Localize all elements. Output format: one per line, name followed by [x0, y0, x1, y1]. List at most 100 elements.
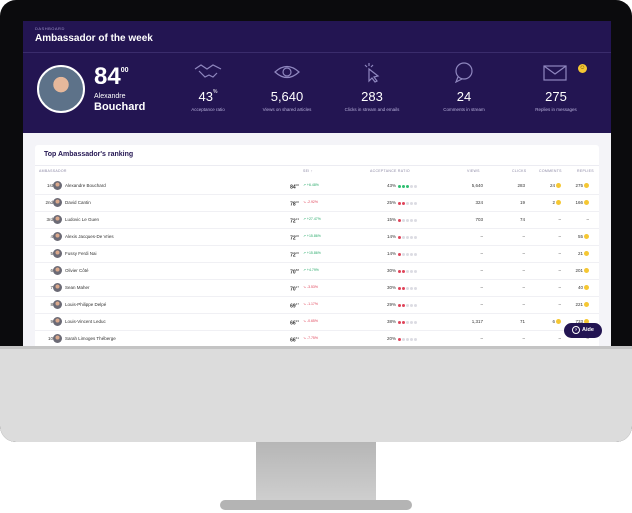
ratio-dot [414, 202, 417, 205]
stat-label: Replies in messages [535, 107, 577, 112]
table-row[interactable]: 8 Louis-Philippe Delpé 6947 ↘ -1.17% 29% – – – 2… [35, 297, 599, 314]
table-row[interactable]: 9 Louis-Vincent Leduc 6693 ↘ -0.65% 38% 1,317… [35, 314, 599, 331]
column-ambassador[interactable]: AMBASSADOR [39, 169, 67, 173]
ratio-dot [402, 253, 405, 256]
ratio-dot [414, 304, 417, 307]
row-name[interactable]: Sean Maher [65, 285, 90, 290]
table-row[interactable]: 4 Alexis Jacques-De Vries 7206 ↗ +15.86% 14%… [35, 229, 599, 246]
row-name[interactable]: Alexis Jacques-De Vries [65, 234, 114, 239]
table-row[interactable]: 1st Alexandre Bouchard 8400 ↗ +6.48% 43% 5,64… [35, 178, 599, 195]
stat-label: Clicks in stream and emails [344, 107, 400, 112]
ratio-dot [398, 202, 401, 205]
acceptance-dots [398, 252, 418, 257]
help-label: Aide [582, 327, 594, 333]
row-views: – [480, 251, 483, 256]
acceptance-dots [398, 235, 418, 240]
ratio-dot [410, 287, 413, 290]
row-clicks: – [522, 234, 525, 239]
stat-label: Acceptance ratio [191, 107, 225, 112]
column-replies[interactable]: REPLIES [577, 169, 594, 173]
row-rank: 2nd [45, 200, 53, 205]
row-score: 6947 [290, 302, 299, 310]
table-row[interactable]: 10 Sarah Limoges Théberge 6661 ↘ -7.75% 20% –… [35, 331, 599, 346]
ratio-dot [402, 287, 405, 290]
row-replies: 201 [567, 268, 589, 274]
row-trend: ↘ -2.92% [303, 200, 318, 204]
help-button[interactable]: ? Aide [564, 323, 602, 338]
table-row[interactable]: 2nd David Cantin 7800 ↘ -2.92% 25% 324 19 2 166 [35, 195, 599, 212]
row-name[interactable]: Olivier Côté [65, 268, 89, 273]
row-comments: – [558, 234, 561, 239]
row-score: 7088 [290, 268, 299, 276]
row-clicks: 283 [517, 183, 525, 188]
acceptance-dots [398, 320, 418, 325]
row-name[interactable]: David Cantin [65, 200, 91, 205]
ratio-dot [410, 219, 413, 222]
row-rank: 3rd [46, 217, 53, 222]
smiley-icon [584, 251, 589, 257]
ratio-dot [406, 202, 409, 205]
stat-value: 24 [456, 89, 472, 104]
column-acceptance[interactable]: ACCEPTANCE RATIO [370, 169, 410, 173]
ranking-divider [35, 165, 599, 166]
monitor-chin [0, 346, 632, 442]
row-trend: ↗ +6.48% [303, 183, 319, 187]
acceptance-dots [398, 286, 418, 291]
ranking-card: Top Ambassador's ranking AMBASSADOR SEI … [35, 145, 599, 346]
smiley-icon [584, 268, 589, 274]
stat-label: Comments in stream [443, 107, 485, 112]
row-replies: 733 [567, 319, 589, 325]
table-row[interactable]: 5 Fussy Ferdi Nai 7206 ↗ +15.86% 14% – – – 21 [35, 246, 599, 263]
row-name[interactable]: Louis-Vincent Leduc [65, 319, 106, 324]
stat-value: 275 [545, 89, 567, 104]
stat-value: 5,640 [270, 89, 304, 104]
ratio-dot [406, 321, 409, 324]
avatar [53, 300, 62, 309]
table-row[interactable]: 7 Sean Maher 7027 ↘ -3.53% 30% – – – 40 [35, 280, 599, 297]
ratio-dot [398, 321, 401, 324]
smiley-icon [556, 319, 561, 325]
smiley-icon [584, 234, 589, 240]
row-name[interactable]: Ludovic Le Guen [65, 217, 100, 222]
row-name[interactable]: Fussy Ferdi Nai [65, 251, 97, 256]
table-row[interactable]: 3rd Ludovic Le Guen 7213 ↗ +27.47% 15% 703 74 –… [35, 212, 599, 229]
eye-icon [274, 65, 300, 79]
ratio-dot [398, 338, 401, 341]
smiley-icon [556, 200, 561, 206]
ranking-table-header: AMBASSADOR SEI ↑ ACCEPTANCE RATIO VIEWS … [35, 166, 599, 176]
winner-first-name: Alexandre [94, 93, 126, 100]
row-acceptance: 25% [387, 200, 397, 205]
stat-comments: 24 Comments in stream [419, 61, 509, 112]
row-name[interactable]: Sarah Limoges Théberge [65, 336, 116, 341]
stat-clicks: 283 Clicks in stream and emails [327, 61, 417, 112]
row-clicks: 19 [519, 200, 525, 205]
row-acceptance: 38% [387, 319, 397, 324]
ratio-dot [414, 287, 417, 290]
smiley-icon [584, 285, 589, 291]
column-comments[interactable]: COMMENTS [539, 169, 562, 173]
row-name[interactable]: Alexandre Bouchard [65, 183, 106, 188]
stat-replies: 275 Replies in messages [511, 61, 601, 112]
row-comments: – [558, 285, 561, 290]
page-title: Ambassador of the week [35, 33, 153, 44]
column-views[interactable]: VIEWS [467, 169, 480, 173]
row-replies: 275 [567, 183, 589, 189]
row-trend: ↘ -3.53% [303, 285, 318, 289]
table-row[interactable]: 6 Olivier Côté 7088 ↗ +4.79% 30% – – – 201 [35, 263, 599, 280]
ratio-dot [410, 338, 413, 341]
monitor-stand-neck [256, 442, 376, 502]
row-acceptance: 43% [387, 183, 397, 188]
row-rank: 8 [50, 302, 53, 307]
ratio-dot [414, 219, 417, 222]
row-name[interactable]: Louis-Philippe Delpé [65, 302, 107, 307]
row-views: – [480, 336, 483, 341]
row-views: 5,640 [471, 183, 483, 188]
column-clicks[interactable]: CLICKS [512, 169, 527, 173]
row-rank: 9 [50, 319, 53, 324]
column-sei[interactable]: SEI ↑ [303, 169, 313, 173]
row-replies: – [586, 336, 589, 341]
smiley-icon [584, 319, 589, 325]
ratio-dot [410, 253, 413, 256]
row-comments: – [558, 302, 561, 307]
row-score: 7213 [290, 217, 299, 225]
